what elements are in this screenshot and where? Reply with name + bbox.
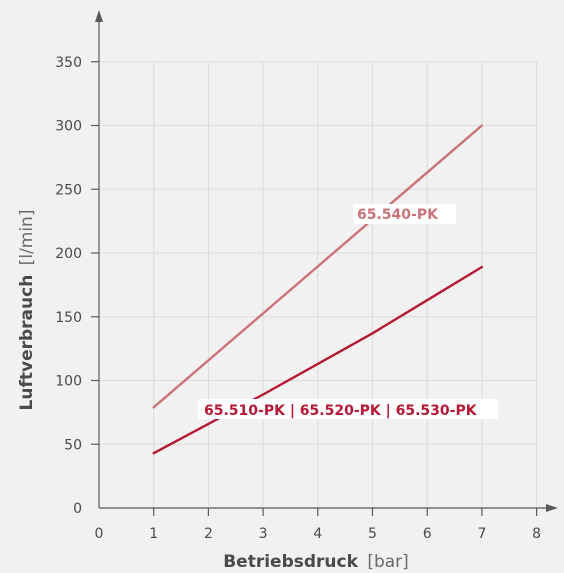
y-axis-title: Luftverbrauch [l/min]	[17, 210, 37, 411]
y-tick-label-250: 250	[55, 182, 82, 198]
x-tick-label-3: 3	[259, 526, 268, 542]
x-tick-label-5: 5	[368, 526, 377, 542]
x-axis-unit: [bar]	[367, 552, 408, 572]
series-label-65-540: 65.540-PK	[353, 204, 456, 224]
y-axis-unit: [l/min]	[17, 210, 37, 266]
series-lines	[152, 124, 484, 455]
y-axis-label: Luftverbrauch	[17, 275, 37, 411]
grid	[99, 61, 538, 508]
series-label-65-510-group: 65.510-PK | 65.520-PK | 65.530-PK	[198, 399, 498, 419]
series-label-65-510-text: 65.510-PK | 65.520-PK | 65.530-PK	[204, 403, 478, 419]
x-tick-label-8: 8	[532, 526, 541, 542]
x-tick-label-2: 2	[204, 526, 213, 542]
y-tick-label-50: 50	[64, 437, 82, 453]
x-axis-label: Betriebsdruck	[223, 552, 358, 572]
y-tick-label-100: 100	[55, 374, 82, 390]
y-tick-label-200: 200	[55, 246, 82, 262]
y-axis-arrow-icon	[95, 10, 103, 22]
series-label-65-540-text: 65.540-PK	[357, 207, 439, 223]
series-line-1	[152, 265, 484, 455]
y-tick-label-300: 300	[55, 119, 82, 135]
x-tick-label-7: 7	[477, 526, 486, 542]
y-tick-label-0: 0	[73, 501, 82, 517]
x-tick-label-0: 0	[95, 526, 104, 542]
x-axis-title: Betriebsdruck [bar]	[223, 552, 409, 572]
x-axis-arrow-icon	[546, 504, 558, 512]
series-line-0	[152, 124, 484, 409]
axes	[91, 10, 558, 516]
x-tick-label-4: 4	[313, 526, 322, 542]
y-tick-label-350: 350	[55, 55, 82, 71]
x-tick-label-1: 1	[149, 526, 158, 542]
y-tick-label-150: 150	[55, 310, 82, 326]
x-tick-label-6: 6	[423, 526, 432, 542]
tick-labels: 0 50 100 150 200 250 300 350 0 1 2 3 4 5 6 7 8	[55, 55, 541, 542]
